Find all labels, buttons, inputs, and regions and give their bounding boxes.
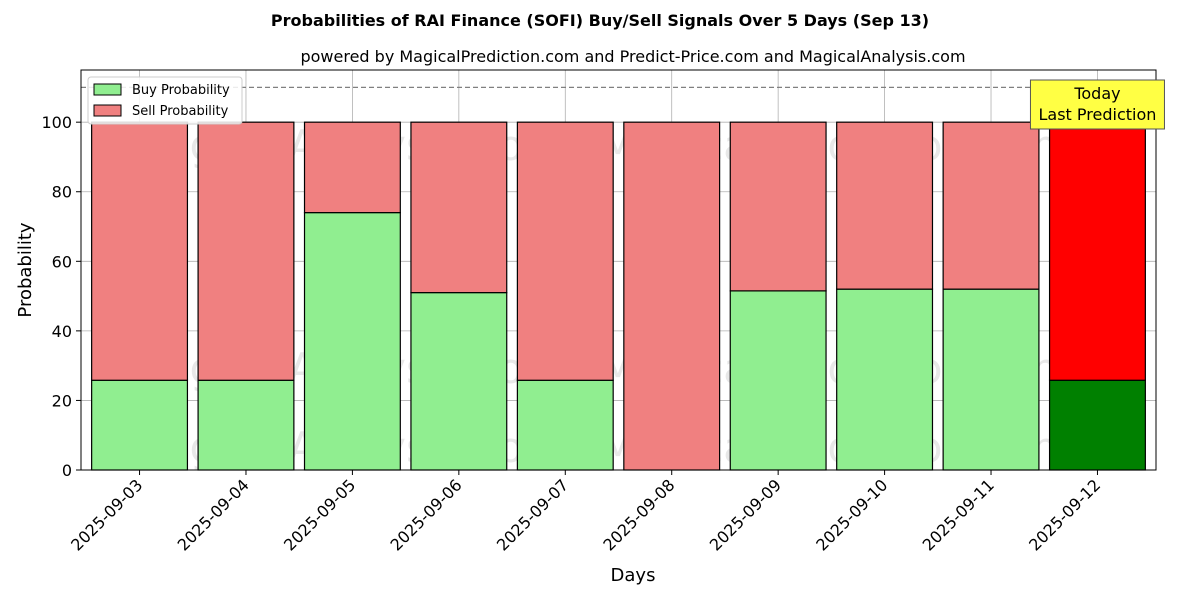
sell-bar-2025-09-12 — [1048, 121, 1146, 381]
buy-bar-2025-09-09 — [729, 290, 827, 471]
annotation-line-1: Last Prediction — [1039, 105, 1157, 124]
sell-bar-2025-09-10 — [836, 121, 934, 290]
buy-bar-2025-09-03 — [91, 379, 189, 471]
y-tick-label-2: 40 — [52, 322, 72, 341]
sell-bar-2025-09-07 — [516, 121, 614, 381]
sell-bar-2025-09-05 — [303, 121, 401, 214]
y-tick-label-4: 80 — [52, 183, 72, 202]
buy-bar-2025-09-11 — [942, 288, 1040, 471]
legend-label-0: Buy Probability — [132, 83, 230, 98]
sell-bar-2025-09-11 — [942, 121, 1040, 290]
y-tick-label-3: 60 — [52, 252, 72, 271]
x-axis-label: Days — [611, 565, 656, 586]
annotation-line-0: Today — [1073, 84, 1120, 103]
y-tick-label-5: 100 — [41, 113, 72, 132]
sell-bar-2025-09-04 — [197, 121, 295, 381]
plot-frame — [80, 69, 1157, 471]
y-tick-label-0: 0 — [62, 461, 72, 480]
legend-frame — [87, 76, 243, 125]
legend-swatch-0 — [93, 83, 122, 96]
buy-bar-2025-09-10 — [836, 288, 934, 471]
y-axis-label: Probability — [15, 222, 36, 317]
buy-bar-2025-09-07 — [516, 379, 614, 471]
chart-subtitle: powered by MagicalPrediction.com and Pre… — [300, 47, 965, 66]
legend-label-1: Sell Probability — [132, 104, 229, 119]
annotation-box — [1029, 79, 1165, 130]
buy-bar-2025-09-05 — [303, 212, 401, 471]
bars — [91, 121, 1146, 471]
legend-swatch-1 — [93, 104, 122, 117]
sell-bar-2025-09-06 — [410, 121, 508, 294]
chart-title: Probabilities of RAI Finance (SOFI) Buy/… — [271, 11, 929, 30]
buy-bar-2025-09-04 — [197, 379, 295, 471]
legend: Buy Probability Sell Probability — [87, 76, 243, 125]
sell-bar-2025-09-03 — [91, 121, 189, 381]
y-tick-label-1: 20 — [52, 391, 72, 410]
sell-bar-2025-09-08 — [623, 121, 721, 471]
today-annotation: Today Last Prediction — [1029, 79, 1165, 130]
buy-bar-2025-09-12 — [1048, 379, 1146, 471]
y-axis: 0 20 40 60 80 100 — [41, 113, 81, 480]
buy-bar-2025-09-06 — [410, 292, 508, 471]
sell-bar-2025-09-09 — [729, 121, 827, 292]
